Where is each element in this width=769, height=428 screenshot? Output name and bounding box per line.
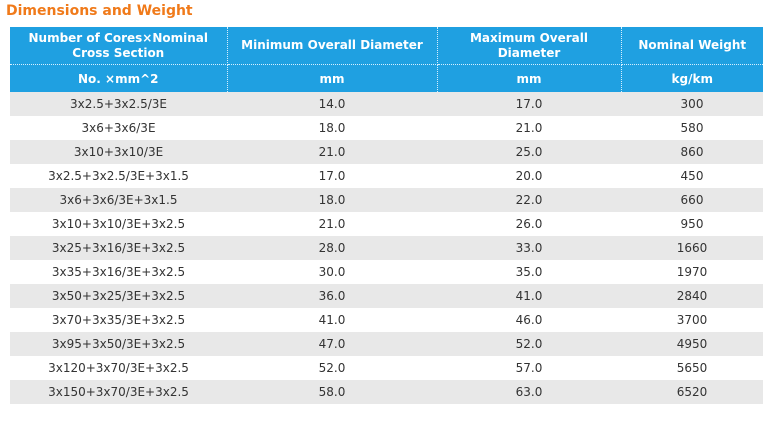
cell-cores-cross-section: 3x10+3x10/3E+3x2.5 (10, 212, 227, 236)
cell-cores-cross-section: 3x35+3x16/3E+3x2.5 (10, 260, 227, 284)
table-row: 3x70+3x35/3E+3x2.5 41.0 46.0 3700 (10, 308, 763, 332)
cell-max-diameter: 35.0 (437, 260, 621, 284)
header-row: Number of Cores×Nominal Cross Section Mi… (10, 27, 763, 65)
table-body: 3x2.5+3x2.5/3E 14.0 17.0 300 3x6+3x6/3E 18.0 2… (10, 92, 763, 404)
cell-cores-cross-section: 3x120+3x70/3E+3x2.5 (10, 356, 227, 380)
cell-cores-cross-section: 3x95+3x50/3E+3x2.5 (10, 332, 227, 356)
header-max-diameter: Maximum Overall Diameter (437, 27, 622, 65)
cell-min-diameter: 41.0 (227, 308, 437, 332)
cell-min-diameter: 36.0 (227, 284, 437, 308)
unit-cores-cross-section: No. ×mm^2 (10, 64, 228, 92)
cell-nominal-weight: 3700 (621, 308, 763, 332)
cell-min-diameter: 28.0 (227, 236, 437, 260)
cell-min-diameter: 17.0 (227, 164, 437, 188)
table-row: 3x35+3x16/3E+3x2.5 30.0 35.0 1970 (10, 260, 763, 284)
cell-max-diameter: 21.0 (437, 116, 621, 140)
cell-max-diameter: 22.0 (437, 188, 621, 212)
header-cores-cross-section: Number of Cores×Nominal Cross Section (10, 27, 228, 65)
cell-max-diameter: 46.0 (437, 308, 621, 332)
header-nominal-weight: Nominal Weight (621, 27, 763, 65)
cell-max-diameter: 26.0 (437, 212, 621, 236)
cell-cores-cross-section: 3x2.5+3x2.5/3E (10, 92, 227, 116)
cell-min-diameter: 14.0 (227, 92, 437, 116)
cell-min-diameter: 18.0 (227, 116, 437, 140)
cell-min-diameter: 18.0 (227, 188, 437, 212)
cell-cores-cross-section: 3x50+3x25/3E+3x2.5 (10, 284, 227, 308)
cell-nominal-weight: 1970 (621, 260, 763, 284)
table-row: 3x6+3x6/3E+3x1.5 18.0 22.0 660 (10, 188, 763, 212)
units-row: No. ×mm^2 mm mm kg/km (10, 64, 763, 92)
table-row: 3x10+3x10/3E+3x2.5 21.0 26.0 950 (10, 212, 763, 236)
section-title: Dimensions and Weight (6, 3, 193, 19)
cell-nominal-weight: 300 (621, 92, 763, 116)
table-row: 3x150+3x70/3E+3x2.5 58.0 63.0 6520 (10, 380, 763, 404)
cell-min-diameter: 21.0 (227, 212, 437, 236)
cell-min-diameter: 52.0 (227, 356, 437, 380)
unit-nominal-weight: kg/km (621, 64, 763, 92)
cell-nominal-weight: 4950 (621, 332, 763, 356)
unit-min-diameter: mm (227, 64, 438, 92)
unit-max-diameter: mm (437, 64, 622, 92)
cell-cores-cross-section: 3x70+3x35/3E+3x2.5 (10, 308, 227, 332)
cell-cores-cross-section: 3x25+3x16/3E+3x2.5 (10, 236, 227, 260)
table-header: Number of Cores×Nominal Cross Section Mi… (10, 27, 763, 92)
cell-nominal-weight: 950 (621, 212, 763, 236)
cell-nominal-weight: 580 (621, 116, 763, 140)
table-row: 3x25+3x16/3E+3x2.5 28.0 33.0 1660 (10, 236, 763, 260)
cell-cores-cross-section: 3x10+3x10/3E (10, 140, 227, 164)
cell-max-diameter: 25.0 (437, 140, 621, 164)
cell-min-diameter: 21.0 (227, 140, 437, 164)
dimensions-weight-table: Number of Cores×Nominal Cross Section Mi… (10, 27, 763, 404)
cell-min-diameter: 58.0 (227, 380, 437, 404)
table-row: 3x2.5+3x2.5/3E+3x1.5 17.0 20.0 450 (10, 164, 763, 188)
cell-nominal-weight: 2840 (621, 284, 763, 308)
table-row: 3x50+3x25/3E+3x2.5 36.0 41.0 2840 (10, 284, 763, 308)
table-row: 3x10+3x10/3E 21.0 25.0 860 (10, 140, 763, 164)
cell-max-diameter: 33.0 (437, 236, 621, 260)
cell-min-diameter: 30.0 (227, 260, 437, 284)
cell-cores-cross-section: 3x150+3x70/3E+3x2.5 (10, 380, 227, 404)
cell-max-diameter: 63.0 (437, 380, 621, 404)
cell-nominal-weight: 660 (621, 188, 763, 212)
table-row: 3x120+3x70/3E+3x2.5 52.0 57.0 5650 (10, 356, 763, 380)
cell-cores-cross-section: 3x6+3x6/3E (10, 116, 227, 140)
table-row: 3x6+3x6/3E 18.0 21.0 580 (10, 116, 763, 140)
cell-nominal-weight: 6520 (621, 380, 763, 404)
cell-min-diameter: 47.0 (227, 332, 437, 356)
cell-max-diameter: 17.0 (437, 92, 621, 116)
cell-max-diameter: 41.0 (437, 284, 621, 308)
cell-max-diameter: 52.0 (437, 332, 621, 356)
header-min-diameter: Minimum Overall Diameter (227, 27, 438, 65)
cell-nominal-weight: 860 (621, 140, 763, 164)
table-row: 3x95+3x50/3E+3x2.5 47.0 52.0 4950 (10, 332, 763, 356)
cell-max-diameter: 20.0 (437, 164, 621, 188)
cell-nominal-weight: 1660 (621, 236, 763, 260)
table-row: 3x2.5+3x2.5/3E 14.0 17.0 300 (10, 92, 763, 116)
cell-cores-cross-section: 3x2.5+3x2.5/3E+3x1.5 (10, 164, 227, 188)
cell-nominal-weight: 450 (621, 164, 763, 188)
cell-max-diameter: 57.0 (437, 356, 621, 380)
cell-cores-cross-section: 3x6+3x6/3E+3x1.5 (10, 188, 227, 212)
cell-nominal-weight: 5650 (621, 356, 763, 380)
